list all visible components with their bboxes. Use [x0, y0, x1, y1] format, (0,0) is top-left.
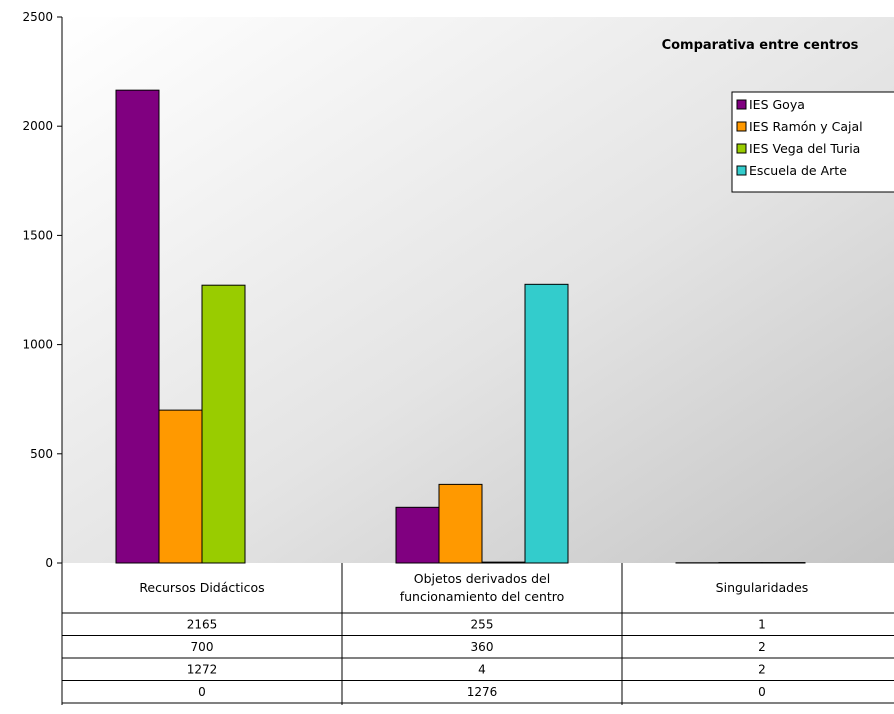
table-cell-value: 1272: [187, 662, 218, 676]
table-cell-value: 2165: [187, 617, 218, 631]
table-cell-value: 1276: [467, 685, 498, 699]
bar: [438, 483, 483, 564]
y-tick-label: 1000: [22, 338, 53, 352]
y-tick-label: 0: [45, 556, 53, 570]
table-cell-value: 0: [758, 685, 766, 699]
y-tick-label: 2500: [22, 10, 53, 24]
y-tick-label: 500: [30, 447, 53, 461]
bar: [115, 89, 160, 564]
bar: [201, 284, 246, 564]
table-cell-value: 255: [471, 617, 494, 631]
category-label: funcionamiento del centro: [400, 589, 565, 604]
bar: [481, 561, 526, 564]
category-label: Objetos derivados del: [414, 571, 550, 586]
legend-swatch: [736, 143, 747, 154]
y-tick-label: 2000: [22, 119, 53, 133]
category-label: Singularidades: [716, 580, 809, 595]
y-tick-label: 1500: [22, 228, 53, 242]
table-cell-value: 360: [471, 640, 494, 654]
category-label: Recursos Didácticos: [139, 580, 264, 595]
legend-swatch: [736, 99, 747, 110]
table-cell-value: 700: [191, 640, 214, 654]
legend: IES Goya IES Ramón y Cajal IES Vega del Tu…: [731, 91, 894, 193]
table-cell-value: 2: [758, 640, 766, 654]
legend-label: Escuela de Arte: [749, 163, 847, 178]
legend-swatch: [736, 165, 747, 176]
chart-title: Comparativa entre centros: [662, 38, 859, 53]
legend-label: IES Vega del Turia: [749, 141, 860, 156]
bar: [524, 283, 569, 564]
legend-box: [731, 91, 894, 193]
table-cell-value: 2: [758, 662, 766, 676]
bar: [158, 409, 203, 564]
table-cell-value: 1: [758, 617, 766, 631]
legend-swatch: [736, 121, 747, 132]
table-cell-value: 4: [478, 662, 486, 676]
bar: [395, 506, 440, 564]
table-cell-value: 0: [198, 685, 206, 699]
legend-label: IES Goya: [749, 97, 805, 112]
legend-label: IES Ramón y Cajal: [749, 119, 863, 134]
